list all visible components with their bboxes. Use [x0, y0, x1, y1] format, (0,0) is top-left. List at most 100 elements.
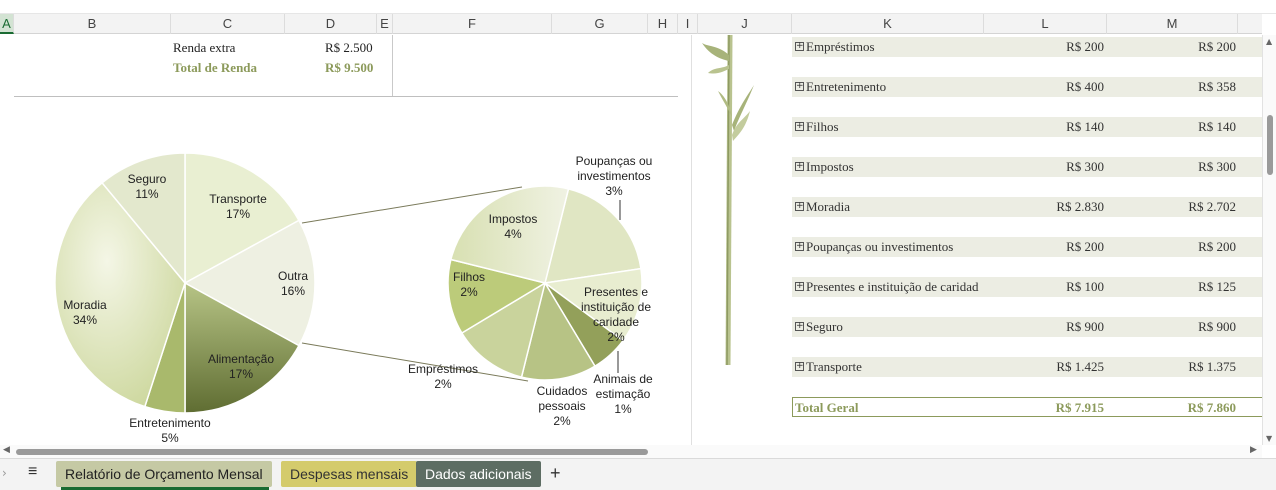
decorative-plant-image [702, 35, 754, 366]
label-cuidados-1: Cuidados [537, 384, 588, 398]
table-row[interactable]: + Impostos R$ 300 R$ 300 [792, 157, 1262, 177]
main-slice-outra [183, 219, 316, 347]
scroll-left-icon[interactable]: ◀ [3, 445, 10, 455]
table-row[interactable]: + Poupanças ou investimentos R$ 200 R$ 2… [792, 237, 1262, 257]
expand-plus-icon[interactable]: + [795, 241, 804, 251]
label-poupancas-1: Poupanças ou [576, 154, 653, 168]
main-slice-alimenta-o [184, 281, 300, 414]
projected-value: R$ 900 [1066, 319, 1104, 334]
col-header-k[interactable]: K [792, 14, 984, 34]
table-row[interactable]: + Entretenimento R$ 400 R$ 358 [792, 77, 1262, 97]
scroll-up-icon[interactable]: ▲ [1266, 37, 1273, 46]
sheet-tab-bar: › ≡ Relatório de Orçamento Mensal Despes… [0, 458, 1276, 490]
expense-pie-chart[interactable]: Seguro 11% Transporte 17% Outra 16% Mora… [0, 35, 680, 445]
col-header-j[interactable]: J [698, 14, 792, 34]
col-header-g[interactable]: G [552, 14, 648, 34]
worksheet-grid[interactable]: Renda extra R$ 2.500 Total de Renda R$ 9… [0, 35, 1262, 445]
projected-value: R$ 1.425 [1056, 359, 1104, 374]
income-extra-label[interactable]: Renda extra [173, 40, 236, 55]
sub-pie [447, 185, 643, 381]
table-row[interactable]: + Presentes e instituição de caridad R$ … [792, 277, 1262, 297]
label-entretenimento-pct: 5% [161, 431, 179, 445]
sub-slice-impostos [449, 185, 570, 284]
col-header-c[interactable]: C [171, 14, 285, 34]
horizontal-scroll-thumb[interactable] [16, 449, 648, 455]
col-header-h[interactable]: H [648, 14, 678, 34]
label-animais-1: Animais de [593, 372, 653, 386]
projected-value: R$ 100 [1066, 279, 1104, 294]
tab-despesas-mensais[interactable]: Despesas mensais [281, 461, 418, 487]
label-moradia-pct: 34% [73, 313, 97, 327]
col-header-b[interactable]: B [14, 14, 171, 34]
col-header-i[interactable]: I [678, 14, 698, 34]
sub-slice-presentes-e-institui-o-de-caridade [543, 267, 643, 342]
connector-line-top [301, 186, 523, 224]
label-alimentacao-pct: 17% [229, 367, 253, 381]
column-headers: A B C D E F G H I J K L M [0, 14, 1262, 34]
actual-value: R$ 125 [1198, 279, 1236, 294]
expand-plus-icon[interactable]: + [795, 161, 804, 171]
category-name: Empréstimos [806, 39, 875, 54]
col-header-f[interactable]: F [393, 14, 552, 34]
table-row[interactable]: + Seguro R$ 900 R$ 900 [792, 317, 1262, 337]
category-name: Impostos [806, 159, 854, 174]
sub-slice-filhos [447, 258, 547, 334]
label-emprestimos-pct: 2% [434, 377, 452, 391]
expand-plus-icon[interactable]: + [795, 121, 804, 131]
vertical-scrollbar[interactable]: ▲ ▼ [1262, 35, 1276, 445]
table-row[interactable]: + Moradia R$ 2.830 R$ 2.702 [792, 197, 1262, 217]
label-presentes-1: Presentes e [584, 285, 648, 299]
label-animais-2: estimação [596, 387, 651, 401]
table-row[interactable]: + Empréstimos R$ 200 R$ 200 [792, 37, 1262, 57]
sub-slice-empr-stimos [460, 281, 547, 379]
sub-slice-poupan-as-ou-investimentos [544, 187, 642, 284]
actual-value: R$ 1.375 [1188, 359, 1236, 374]
category-name: Seguro [806, 319, 843, 334]
vertical-scroll-thumb[interactable] [1267, 115, 1273, 175]
all-sheets-menu-icon[interactable]: ≡ [28, 463, 38, 480]
label-presentes-2: instituição de [581, 300, 651, 314]
col-header-l[interactable]: L [984, 14, 1107, 34]
actual-value: R$ 358 [1198, 79, 1236, 94]
table-row[interactable]: + Transporte R$ 1.425 R$ 1.375 [792, 357, 1262, 377]
expand-plus-icon[interactable]: + [795, 361, 804, 371]
tab-scroll-left-icon[interactable]: › [2, 466, 7, 480]
col-header-m[interactable]: M [1107, 14, 1238, 34]
scroll-right-icon[interactable]: ▶ [1250, 445, 1257, 455]
projected-value: R$ 300 [1066, 159, 1104, 174]
category-name: Moradia [806, 199, 851, 214]
horizontal-scrollbar[interactable]: ◀ ▶ [0, 445, 1262, 458]
category-name: Filhos [806, 119, 839, 134]
label-poupancas-pct: 3% [605, 184, 623, 198]
scroll-down-icon[interactable]: ▼ [1266, 434, 1273, 443]
label-seguro: Seguro [128, 172, 167, 186]
table-row[interactable]: + Filhos R$ 140 R$ 140 [792, 117, 1262, 137]
expand-plus-icon[interactable]: + [795, 281, 804, 291]
add-sheet-button[interactable]: + [550, 463, 561, 483]
income-total-value[interactable]: R$ 9.500 [325, 60, 374, 75]
income-total-label[interactable]: Total de Renda [173, 60, 258, 75]
projected-value: R$ 400 [1066, 79, 1104, 94]
col-header-d[interactable]: D [285, 14, 377, 34]
expand-plus-icon[interactable]: + [795, 81, 804, 91]
label-entretenimento: Entretenimento [129, 416, 211, 430]
col-header-e[interactable]: E [377, 14, 393, 34]
label-outra: Outra [278, 269, 308, 283]
label-transporte: Transporte [209, 192, 267, 206]
tab-relatorio-orcamento[interactable]: Relatório de Orçamento Mensal [56, 461, 272, 487]
expand-plus-icon[interactable]: + [795, 321, 804, 331]
projected-value: R$ 140 [1066, 119, 1104, 134]
income-extra-value[interactable]: R$ 2.500 [325, 40, 373, 55]
connector-line-bottom [301, 342, 529, 382]
actual-value: R$ 300 [1198, 159, 1236, 174]
expand-plus-icon[interactable]: + [795, 41, 804, 51]
tab-dados-adicionais[interactable]: Dados adicionais [416, 461, 541, 487]
col-header-a[interactable]: A [0, 14, 14, 34]
label-seguro-pct: 11% [135, 187, 158, 201]
label-outra-pct: 16% [281, 284, 305, 298]
actual-value: R$ 200 [1198, 239, 1236, 254]
label-transporte-pct: 17% [226, 207, 250, 221]
total-row[interactable]: Total Geral R$ 7.915 R$ 7.860 [792, 397, 1262, 417]
expand-plus-icon[interactable]: + [795, 201, 804, 211]
label-filhos: Filhos [453, 270, 485, 284]
